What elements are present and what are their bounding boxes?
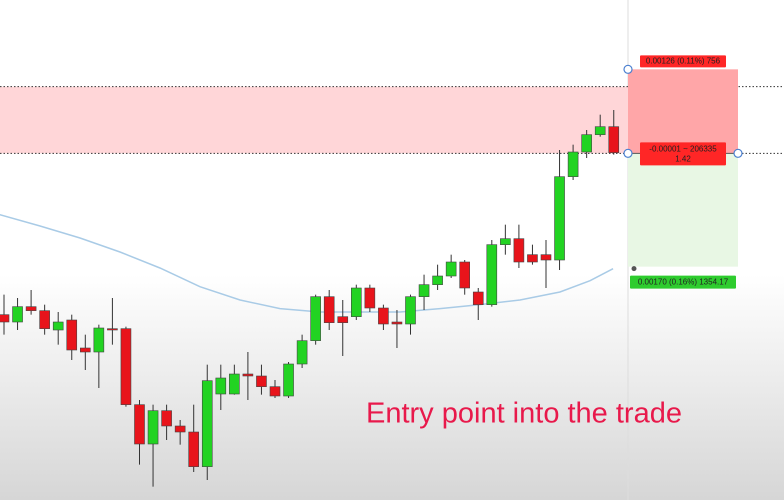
candle-body [283, 363, 294, 397]
candle-body [513, 238, 525, 263]
candle-body [25, 306, 37, 311]
candle-body [472, 291, 484, 305]
candle-body [296, 340, 308, 365]
candle-body [391, 321, 403, 325]
candle-body [310, 296, 321, 341]
candle-body [540, 254, 552, 261]
candle-body [256, 375, 267, 387]
candle-body [161, 410, 172, 427]
candle-body [201, 380, 213, 467]
candle-body [459, 261, 471, 289]
candle-body [120, 328, 132, 405]
target-dot [631, 266, 637, 272]
candle-body [405, 296, 416, 325]
candle-body [107, 328, 118, 331]
target-label: 0.00170 (0.16%) 1354.17 [638, 277, 729, 286]
stop-zone-band [0, 86, 628, 154]
candle-body [269, 386, 281, 397]
handle [623, 148, 633, 158]
candle-body [323, 296, 335, 323]
candle-body [52, 321, 64, 331]
candle-body [378, 307, 389, 325]
candle-body [93, 327, 105, 353]
candle-body [229, 373, 240, 395]
target-label-box [630, 275, 736, 289]
candle-body [594, 126, 606, 135]
candle-body [527, 254, 538, 263]
candle-body [364, 287, 376, 309]
candle-body [500, 238, 511, 245]
candle-body [445, 261, 457, 277]
candle-body [80, 347, 91, 353]
candle-body [567, 151, 579, 177]
stop-label-box [640, 55, 726, 68]
candle-body [418, 284, 430, 297]
handle [733, 148, 743, 158]
handle [623, 64, 633, 74]
stop-label: 0.00126 (0.11%) 756 [646, 56, 721, 65]
stop-area [628, 69, 738, 154]
candle-body [350, 287, 362, 317]
target-area [628, 153, 738, 267]
candle-body [66, 319, 78, 351]
entry-ratio: 1.42 [675, 154, 691, 163]
candle-body [188, 431, 199, 467]
background-bottom [0, 275, 784, 500]
candle-body [134, 404, 145, 445]
plot: 0.00126 (0.11%) 756 -0.00001 ~ 2063351.42… [0, 55, 784, 487]
candle-body [581, 134, 592, 153]
candle-body [608, 126, 620, 153]
candle-body [174, 425, 186, 433]
candle-body [0, 314, 10, 323]
candle-body [337, 316, 349, 323]
candle-body [147, 410, 159, 445]
candle-body [554, 176, 565, 261]
candle-body [432, 275, 443, 285]
candle-body [242, 373, 254, 377]
candle-body [39, 310, 50, 329]
candle-body [215, 377, 227, 395]
entry-label-box [640, 142, 726, 166]
annotation: Entry point into the trade [366, 398, 682, 430]
candle-body [12, 306, 23, 323]
entry-label: -0.00001 ~ 206335 [649, 144, 717, 153]
candle-body [486, 244, 498, 305]
